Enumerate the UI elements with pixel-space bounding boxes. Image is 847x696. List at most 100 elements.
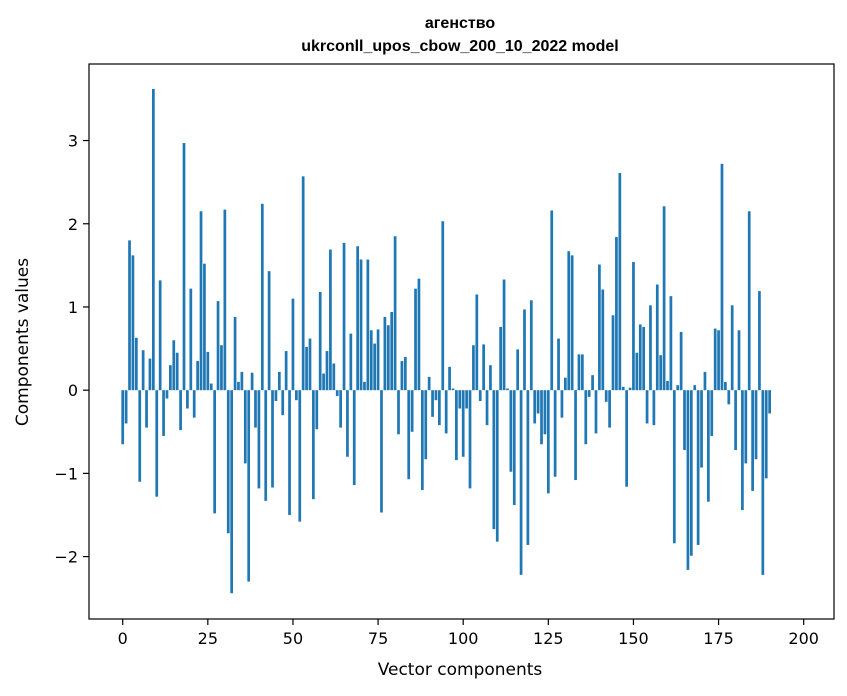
bar [516,349,520,391]
bar [577,354,581,391]
bar [363,381,366,391]
bar [305,346,308,391]
bar [271,390,274,488]
bar [414,288,417,391]
bar [696,390,700,545]
bar [162,390,165,436]
bar [203,263,206,391]
x-axis-ticks: 0 25 50 75 100 125 150 175 200 [118,619,819,648]
bar [199,211,203,391]
bar [649,305,652,391]
bar [393,236,397,391]
bar [274,390,278,401]
bar [424,390,428,460]
bar [526,390,530,545]
y-tick-label: −1 [54,464,78,483]
bar [329,249,332,391]
bar [468,390,472,489]
bar [175,352,179,391]
bar [737,330,741,391]
bar [669,296,673,391]
y-tick-label: 2 [68,215,78,234]
bars-group [121,88,771,594]
bar [689,390,693,556]
bar [601,289,605,391]
bar [502,279,506,391]
bar [322,373,325,391]
bar [591,375,594,391]
bar [145,390,148,428]
bar [747,211,751,391]
bar [230,390,234,594]
bar [325,351,329,391]
bar [659,355,663,391]
bar [220,345,223,391]
bar [247,390,251,582]
bar [250,372,254,391]
bar [707,390,710,502]
bar [519,390,523,575]
bar [277,371,281,391]
y-axis-label: Components values [13,258,33,426]
bar [196,361,199,391]
bar [618,173,622,391]
bar [764,390,768,479]
y-tick-label: −2 [54,548,78,567]
bar [257,390,261,489]
bar [485,390,489,426]
bar [567,251,571,391]
bar [128,240,131,391]
bar [683,390,686,451]
x-tick-label: 100 [448,629,479,648]
bar [427,376,431,391]
bar [478,390,482,401]
bar [451,388,455,391]
bar [744,390,748,464]
bar [465,390,468,409]
bar [628,387,632,391]
bar [584,390,588,445]
bar [359,259,363,391]
bar [492,390,496,530]
bar [206,351,210,391]
bar [686,390,690,570]
bar [720,163,724,391]
bar [397,390,400,435]
bar [594,390,598,434]
bar [186,390,189,409]
x-axis-label: Vector components [378,660,543,680]
bar [264,390,268,501]
bar [339,390,342,428]
bar [529,300,533,391]
bar [407,390,411,480]
bar [155,390,159,497]
bar [734,390,737,451]
bar [482,344,485,391]
x-tick-label: 25 [198,629,218,648]
bar [400,361,404,391]
bar [131,255,135,391]
bar [461,390,465,457]
bar [632,262,635,391]
bar [417,278,421,391]
bar [189,288,193,391]
bar [727,390,731,405]
bar [540,390,543,445]
bar [342,242,346,391]
x-tick-label: 0 [118,629,128,648]
x-tick-label: 75 [368,629,388,648]
bar [621,386,625,391]
bar [676,385,680,391]
bar [169,365,172,391]
bar [216,301,220,391]
bar [295,390,298,401]
bar [598,264,601,391]
bar [346,390,349,457]
bar [587,390,591,397]
bar [260,203,264,391]
bar [724,381,727,391]
bar [625,390,628,487]
bar [713,328,717,391]
bar [301,176,305,391]
chart-title-line1: агенство [425,15,495,32]
